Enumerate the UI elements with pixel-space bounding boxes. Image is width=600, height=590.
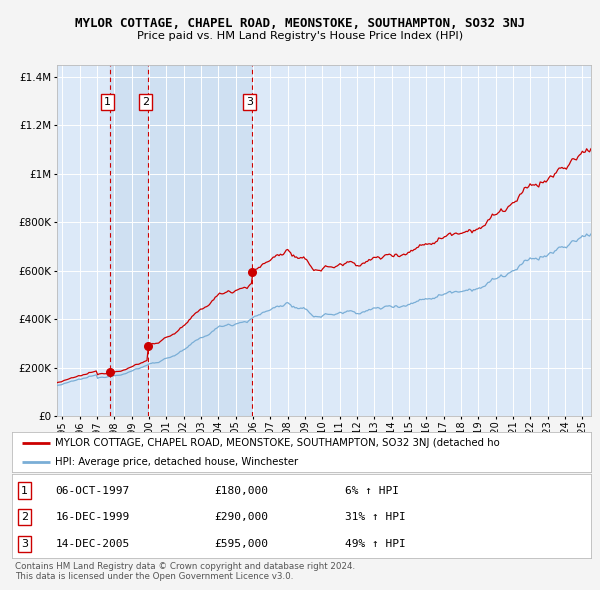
Text: 31% ↑ HPI: 31% ↑ HPI [345, 512, 406, 522]
Text: 2: 2 [21, 512, 28, 522]
Text: 6% ↑ HPI: 6% ↑ HPI [345, 486, 399, 496]
Text: 1: 1 [21, 486, 28, 496]
Text: 14-DEC-2005: 14-DEC-2005 [55, 539, 130, 549]
Text: 2: 2 [142, 97, 149, 107]
Text: £180,000: £180,000 [215, 486, 269, 496]
Text: 3: 3 [246, 97, 253, 107]
Text: 06-OCT-1997: 06-OCT-1997 [55, 486, 130, 496]
Text: £595,000: £595,000 [215, 539, 269, 549]
Text: MYLOR COTTAGE, CHAPEL ROAD, MEONSTOKE, SOUTHAMPTON, SO32 3NJ (detached ho: MYLOR COTTAGE, CHAPEL ROAD, MEONSTOKE, S… [55, 438, 500, 448]
Bar [148, 65, 252, 416]
Text: 49% ↑ HPI: 49% ↑ HPI [345, 539, 406, 549]
Text: 3: 3 [21, 539, 28, 549]
Text: Contains HM Land Registry data © Crown copyright and database right 2024.
This d: Contains HM Land Registry data © Crown c… [15, 562, 355, 581]
Text: 1: 1 [104, 97, 111, 107]
Text: MYLOR COTTAGE, CHAPEL ROAD, MEONSTOKE, SOUTHAMPTON, SO32 3NJ: MYLOR COTTAGE, CHAPEL ROAD, MEONSTOKE, S… [75, 17, 525, 30]
Text: 16-DEC-1999: 16-DEC-1999 [55, 512, 130, 522]
Bar [110, 65, 148, 416]
Text: Price paid vs. HM Land Registry's House Price Index (HPI): Price paid vs. HM Land Registry's House … [137, 31, 463, 41]
Text: £290,000: £290,000 [215, 512, 269, 522]
Text: HPI: Average price, detached house, Winchester: HPI: Average price, detached house, Winc… [55, 457, 299, 467]
